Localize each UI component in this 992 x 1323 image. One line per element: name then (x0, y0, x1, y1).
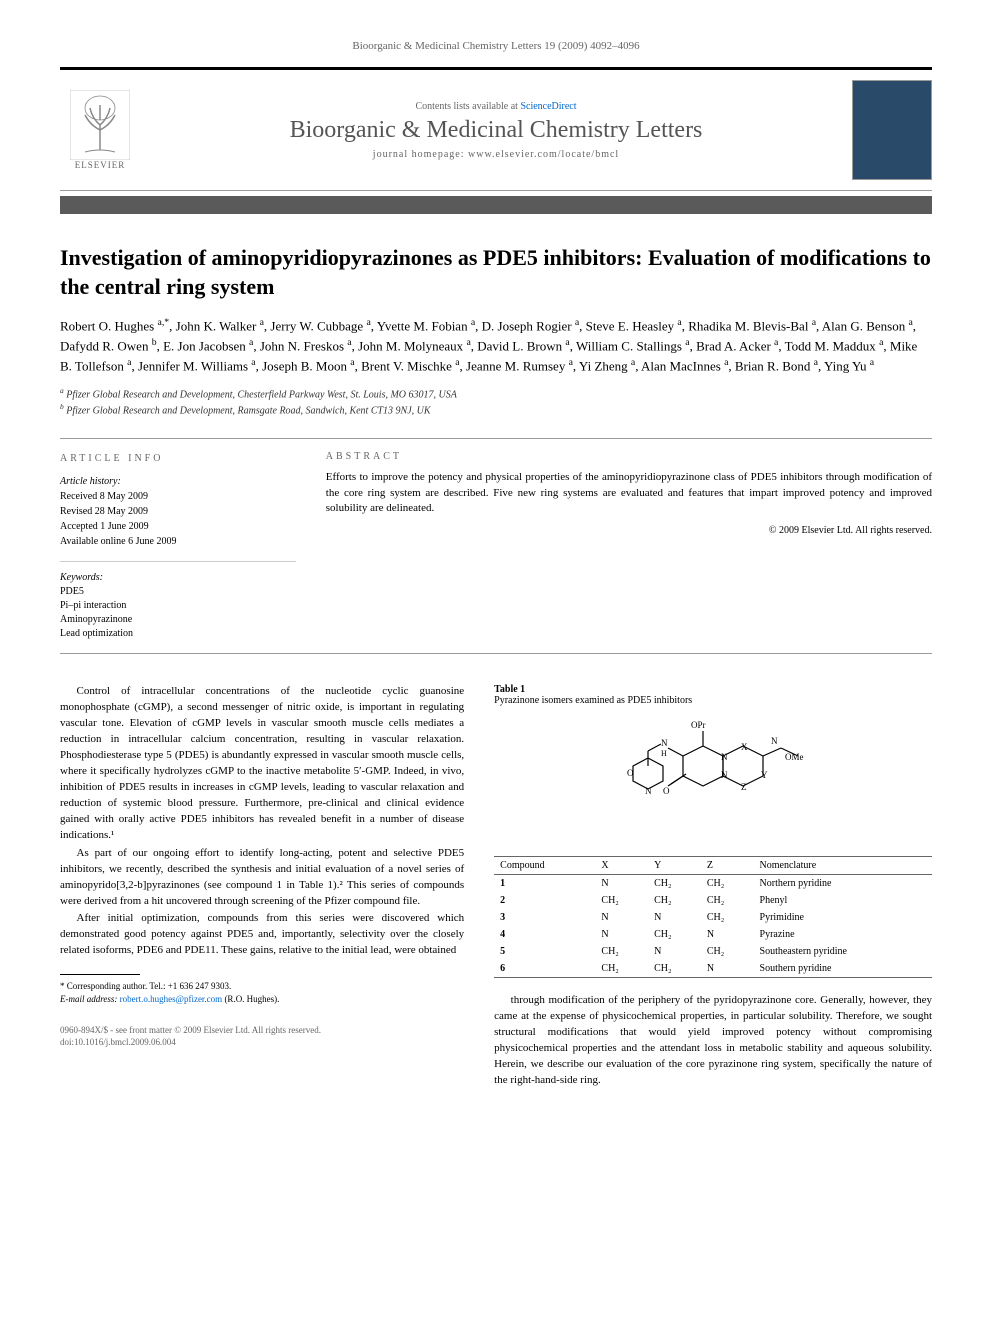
abstract-block: ABSTRACT Efforts to improve the potency … (326, 451, 932, 641)
svg-text:N: N (721, 752, 728, 762)
table-header-row: Compound X Y Z Nomenclature (494, 857, 932, 875)
table-1: Compound X Y Z Nomenclature 1NCH₂CH₂Nort… (494, 856, 932, 978)
author-email-link[interactable]: robert.o.hughes@pfizer.com (120, 994, 223, 1004)
corresponding-author-footnote: * Corresponding author. Tel.: +1 636 247… (60, 980, 464, 993)
svg-text:Y: Y (761, 770, 768, 780)
abstract-copyright: © 2009 Elsevier Ltd. All rights reserved… (326, 525, 932, 536)
table-1-block: Table 1 Pyrazinone isomers examined as P… (494, 684, 932, 978)
journal-name: Bioorganic & Medicinal Chemistry Letters (140, 117, 852, 144)
publisher-block: ELSEVIER (60, 90, 140, 170)
publisher-name: ELSEVIER (75, 160, 126, 170)
homepage-url[interactable]: www.elsevier.com/locate/bmcl (468, 149, 619, 160)
table-row: 3NNCH₂Pyrimidine (494, 909, 932, 926)
article-history: Article history: Received 8 May 2009 Rev… (60, 474, 296, 549)
svg-text:OMe: OMe (785, 752, 804, 762)
footer-identifiers: 0960-894X/$ - see front matter © 2009 El… (60, 1025, 464, 1048)
masthead: ELSEVIER Contents lists available at Sci… (60, 67, 932, 191)
svg-text:N: N (721, 770, 728, 780)
svg-text:O: O (663, 786, 670, 796)
table-row: 1NCH₂CH₂Northern pyridine (494, 875, 932, 893)
left-column: Control of intracellular concentrations … (60, 684, 464, 1091)
table-row: 2CH₂CH₂CH₂Phenyl (494, 892, 932, 909)
citation-header: Bioorganic & Medicinal Chemistry Letters… (60, 40, 932, 52)
article-meta-row: ARTICLE INFO Article history: Received 8… (60, 438, 932, 654)
svg-text:OPr: OPr (691, 720, 706, 730)
table-row: 4NCH₂NPyrazine (494, 926, 932, 943)
paragraph: Control of intracellular concentrations … (60, 684, 464, 843)
body-text-columns: Control of intracellular concentrations … (60, 684, 932, 1091)
article-info-heading: ARTICLE INFO (60, 451, 296, 466)
homepage-line: journal homepage: www.elsevier.com/locat… (140, 149, 852, 160)
svg-text:N: N (645, 786, 652, 796)
table-body: 1NCH₂CH₂Northern pyridine2CH₂CH₂CH₂Pheny… (494, 875, 932, 978)
email-footnote: E-mail address: robert.o.hughes@pfizer.c… (60, 993, 464, 1006)
affiliations: a Pfizer Global Research and Development… (60, 386, 932, 419)
abstract-text: Efforts to improve the potency and physi… (326, 470, 932, 516)
separator-bar (60, 196, 932, 214)
svg-text:N: N (771, 736, 778, 746)
sciencedirect-link[interactable]: ScienceDirect (520, 101, 576, 112)
author-list: Robert O. Hughes a,*, John K. Walker a, … (60, 316, 932, 375)
svg-text:Z: Z (741, 782, 747, 792)
table-row: 5CH₂NCH₂Southeastern pyridine (494, 943, 932, 960)
paragraph: As part of our ongoing effort to identif… (60, 846, 464, 910)
journal-page: Bioorganic & Medicinal Chemistry Letters… (0, 0, 992, 1131)
chemical-structure-diagram: N N X Y Z OPr N OMe O (613, 716, 813, 846)
abstract-heading: ABSTRACT (326, 451, 932, 462)
contents-available-line: Contents lists available at ScienceDirec… (140, 101, 852, 112)
keywords-block: Keywords: PDE5 Pi–pi interaction Aminopy… (60, 561, 296, 641)
footnote-separator (60, 974, 140, 975)
right-column: Table 1 Pyrazinone isomers examined as P… (494, 684, 932, 1091)
table-caption: Pyrazinone isomers examined as PDE5 inhi… (494, 695, 932, 706)
svg-text:O: O (627, 768, 634, 778)
paragraph: After initial optimization, compounds fr… (60, 911, 464, 959)
table-row: 6CH₂CH₂NSouthern pyridine (494, 960, 932, 978)
article-info-block: ARTICLE INFO Article history: Received 8… (60, 451, 296, 641)
elsevier-tree-icon (70, 90, 130, 160)
journal-cover-thumbnail (852, 80, 932, 180)
svg-text:X: X (741, 742, 748, 752)
masthead-center: Contents lists available at ScienceDirec… (140, 101, 852, 160)
svg-text:H: H (661, 749, 667, 758)
svg-text:N: N (661, 738, 668, 748)
paragraph: through modification of the periphery of… (494, 993, 932, 1089)
article-title: Investigation of aminopyridiopyrazinones… (60, 244, 932, 301)
table-label: Table 1 (494, 684, 932, 695)
